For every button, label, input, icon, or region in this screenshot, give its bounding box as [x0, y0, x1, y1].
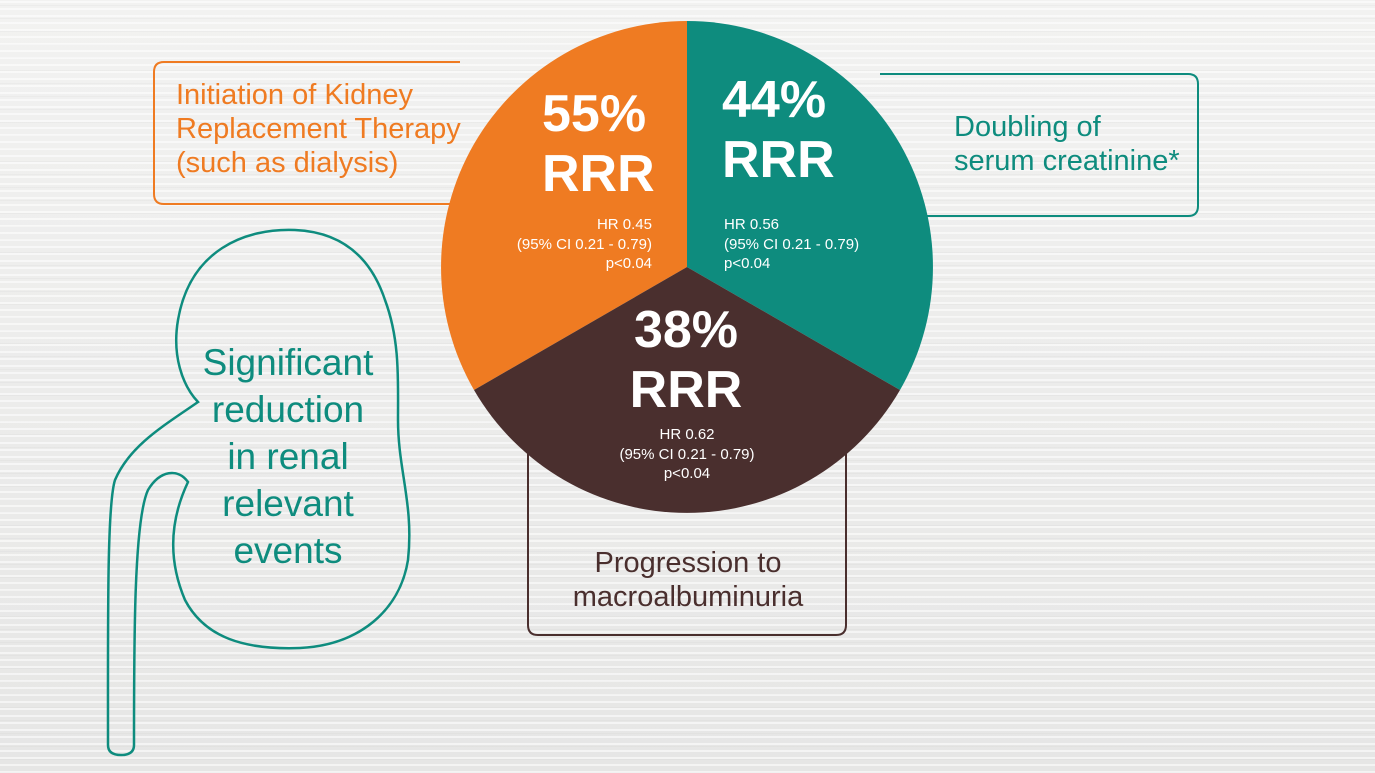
- brown-callout-line: Progression to: [594, 547, 782, 579]
- teal-slice-rrr: RRR: [722, 131, 835, 190]
- brown-slice-stats: HR 0.62 (95% CI 0.21 - 0.79) p<0.04: [592, 425, 782, 484]
- orange-callout-box: [153, 61, 460, 205]
- brown-slice-percent: 38%: [633, 301, 739, 359]
- pie-chart: [441, 21, 933, 513]
- pie-slice-orange: [441, 21, 687, 390]
- teal-callout-text: Doubling of serum creatinine*: [954, 110, 1180, 178]
- teal-slice-hr: HR 0.56: [724, 216, 780, 233]
- orange-slice-rrr: RRR: [542, 145, 655, 204]
- teal-slice-p: p<0.04: [724, 255, 771, 272]
- orange-slice-hr: HR 0.45: [596, 216, 652, 233]
- orange-slice-stats: HR 0.45 (95% CI 0.21 - 0.79) p<0.04: [480, 215, 652, 274]
- brown-slice-p: p<0.04: [663, 465, 711, 482]
- orange-slice-headline: 55% RRR: [542, 84, 655, 205]
- brown-callout-text: Progression to macroalbuminuria: [540, 546, 836, 614]
- orange-callout-line: (such as dialysis): [176, 147, 399, 180]
- brown-slice-rrr: RRR: [629, 361, 743, 420]
- orange-callout-text: Initiation of Kidney Replacement Therapy…: [176, 78, 461, 181]
- orange-callout-line: Replacement Therapy: [176, 113, 461, 146]
- kidney-text-line: relevant: [222, 482, 354, 524]
- pie-slice-brown: [474, 267, 900, 513]
- brown-callout-line: macroalbuminuria: [572, 581, 804, 614]
- orange-slice-p: p<0.04: [605, 255, 652, 272]
- orange-slice-percent: 55%: [542, 85, 647, 143]
- teal-slice-ci: (95% CI 0.21 - 0.79): [724, 235, 860, 253]
- kidney-outline-icon: [106, 228, 411, 757]
- teal-slice-stats: HR 0.56 (95% CI 0.21 - 0.79) p<0.04: [724, 215, 904, 274]
- orange-callout-line: Initiation of Kidney: [176, 79, 413, 111]
- teal-callout-box: [880, 73, 1199, 217]
- kidney-text-line: in renal: [227, 435, 349, 477]
- brown-callout-box: [527, 452, 847, 636]
- kidney-text-line: Significant: [202, 342, 374, 383]
- teal-slice-percent: 44%: [722, 71, 827, 129]
- teal-slice-headline: 44% RRR: [722, 70, 835, 191]
- pie-slice-teal: [687, 21, 933, 390]
- brown-slice-headline: 38% RRR: [588, 300, 784, 421]
- kidney-text-line: events: [233, 529, 343, 571]
- brown-slice-hr: HR 0.62: [659, 426, 715, 443]
- kidney-text: Significant reduction in renal relevant …: [188, 340, 388, 575]
- brown-slice-ci: (95% CI 0.21 - 0.79): [619, 445, 755, 463]
- orange-slice-ci: (95% CI 0.21 - 0.79): [516, 235, 652, 253]
- teal-callout-line: Doubling of: [954, 111, 1101, 143]
- teal-callout-line: serum creatinine*: [954, 145, 1180, 178]
- kidney-text-line: reduction: [211, 388, 365, 430]
